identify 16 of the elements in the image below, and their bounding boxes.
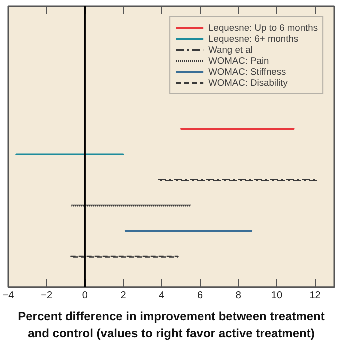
x-tick-label: 10 (271, 290, 283, 302)
x-tick-label: 12 (310, 290, 322, 302)
x-tick-label: 8 (236, 290, 242, 302)
x-tick-label: 2 (120, 290, 127, 302)
legend-label: Lequesne: Up to 6 months (208, 22, 318, 33)
x-axis-title: Percent difference in improvement between treatment and control (values to right favor active treatment) (18, 310, 325, 340)
legend-label: WOMAC: Stiffness (208, 66, 286, 77)
legend-label: Wang et al (208, 44, 253, 55)
legend-label: Lequesne: 6+ months (208, 33, 299, 44)
x-tick-label: 4 (159, 290, 166, 302)
x-tick-label: 0 (82, 290, 88, 302)
legend-label: WOMAC: Disability (208, 77, 288, 88)
x-tick-label: 6 (197, 290, 204, 302)
x-tick-label: −2 (41, 290, 53, 302)
x-tick-label: −4 (2, 290, 15, 302)
legend-label: WOMAC: Pain (208, 55, 270, 66)
